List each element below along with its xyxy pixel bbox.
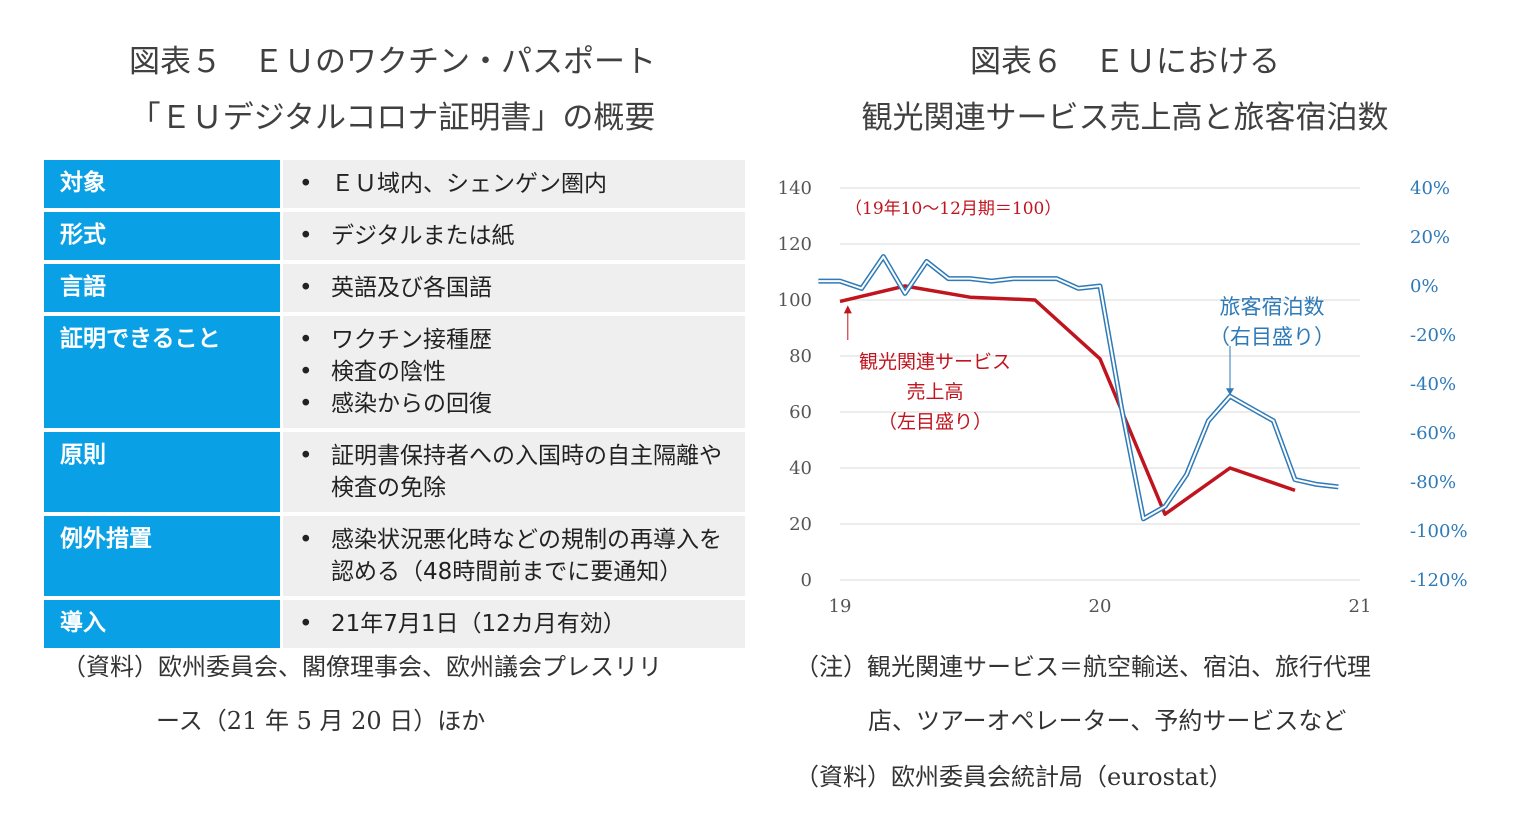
summary-row: 例外措置 • 感染状況悪化時などの規制の再導入を認める（48時間前までに要通知） — [44, 516, 745, 596]
y-left-tick-label: 20 — [789, 514, 812, 535]
right-note-line1: （注）観光関連サービス＝航空輸送、宿泊、旅行代理 — [795, 653, 1371, 681]
right-source-note: （資料）欧州委員会統計局（eurostat） — [795, 763, 1233, 791]
bullet-icon: • — [299, 611, 313, 637]
summary-bullet-item: • 感染からの回復 — [299, 388, 735, 420]
summary-row-content: • 証明書保持者への入国時の自主隔離や検査の免除 — [280, 432, 745, 512]
summary-row-content: • 21年7月1日（12カ月有効） — [280, 600, 745, 648]
bullet-icon: • — [299, 443, 313, 469]
summary-row: 証明できること • ワクチン接種歴 • 検査の陰性 • 感染からの回復 — [44, 316, 745, 428]
right-title-line2: 観光関連サービス売上高と旅客宿泊数 — [861, 100, 1389, 136]
summary-bullet-item: • 検査の陰性 — [299, 356, 735, 388]
left-source-note-line2: ース（21 年 5 月 20 日）ほか — [156, 707, 486, 735]
summary-row-label: 対象 — [44, 160, 280, 208]
y-right-tick-label: 40% — [1410, 178, 1450, 199]
series-line-lodging-inner — [818, 255, 1339, 520]
bullet-icon: • — [299, 171, 313, 197]
bullet-icon: • — [299, 223, 313, 249]
summary-bullet-text: デジタルまたは紙 — [331, 223, 515, 249]
bullet-icon: • — [299, 359, 313, 385]
summary-row-label: 例外措置 — [44, 516, 280, 596]
summary-table: 対象 • ＥＵ域内、シェンゲン圏内形式 • デジタルまたは紙言語 • 英語及び各国語証明でき… — [44, 156, 745, 652]
summary-row-content: • 英語及び各国語 — [280, 264, 745, 312]
summary-row-label: 導入 — [44, 600, 280, 648]
sales-series-label: 観光関連サービス — [859, 351, 1011, 373]
summary-bullet-item: • 感染状況悪化時などの規制の再導入を認める（48時間前までに要通知） — [299, 524, 735, 588]
bullet-icon: • — [299, 275, 313, 301]
y-left-tick-label: 0 — [801, 570, 812, 591]
y-right-tick-label: -20% — [1410, 325, 1456, 346]
left-figure-title: 図表５ ＥＵのワクチン・パスポート 「ＥＵデジタルコロナ証明書」の概要 — [40, 34, 745, 146]
summary-row: 形式 • デジタルまたは紙 — [44, 212, 745, 260]
summary-bullet-text: ワクチン接種歴 — [331, 327, 492, 353]
base-period-note: （19年10～12月期＝100） — [845, 199, 1061, 219]
summary-row-label: 証明できること — [44, 316, 280, 428]
summary-row-content: • ＥＵ域内、シェンゲン圏内 — [280, 160, 745, 208]
summary-bullet-text: 証明書保持者への入国時の自主隔離や検査の免除 — [331, 443, 722, 501]
summary-row-label: 言語 — [44, 264, 280, 312]
summary-row: 導入 • 21年7月1日（12カ月有効） — [44, 600, 745, 648]
lodging-series-label: 旅客宿泊数 — [1220, 295, 1325, 319]
summary-row-label: 形式 — [44, 212, 280, 260]
summary-bullet-item: • ＥＵ域内、シェンゲン圏内 — [299, 168, 735, 200]
y-right-tick-label: -100% — [1410, 521, 1468, 542]
x-tick-label: 21 — [1349, 596, 1372, 617]
summary-bullet-text: ＥＵ域内、シェンゲン圏内 — [331, 171, 607, 197]
left-source-note-line1: （資料）欧州委員会、閣僚理事会、欧州議会プレスリリ — [62, 653, 662, 681]
summary-bullet-item: • 証明書保持者への入国時の自主隔離や検査の免除 — [299, 440, 735, 504]
y-left-tick-label: 60 — [789, 402, 812, 423]
y-right-tick-label: -80% — [1410, 472, 1456, 493]
summary-bullet-item: • 英語及び各国語 — [299, 272, 735, 304]
lodging-series-label: （右目盛り） — [1209, 325, 1335, 349]
right-note-line2: 店、ツアーオペレーター、予約サービスなど — [868, 707, 1347, 735]
summary-row-content: • ワクチン接種歴 • 検査の陰性 • 感染からの回復 — [280, 316, 745, 428]
series-line-sales — [839, 284, 1296, 516]
summary-row-content: • デジタルまたは紙 — [280, 212, 745, 260]
summary-row: 言語 • 英語及び各国語 — [44, 264, 745, 312]
summary-row: 原則 • 証明書保持者への入国時の自主隔離や検査の免除 — [44, 432, 745, 512]
summary-row: 対象 • ＥＵ域内、シェンゲン圏内 — [44, 160, 745, 208]
summary-bullet-item: • ワクチン接種歴 — [299, 324, 735, 356]
left-title-line2: 「ＥＵデジタルコロナ証明書」の概要 — [129, 100, 656, 136]
sales-series-label: （左目盛り） — [878, 411, 992, 433]
summary-row-content: • 感染状況悪化時などの規制の再導入を認める（48時間前までに要通知） — [280, 516, 745, 596]
y-left-tick-label: 80 — [789, 346, 812, 367]
summary-bullet-item: • デジタルまたは紙 — [299, 220, 735, 252]
summary-bullet-text: 21年7月1日（12カ月有効） — [331, 611, 626, 637]
lodging-arrow-head-icon — [1226, 388, 1234, 396]
summary-bullet-item: • 21年7月1日（12カ月有効） — [299, 608, 735, 640]
y-right-tick-label: 20% — [1410, 227, 1450, 248]
summary-bullet-text: 英語及び各国語 — [331, 275, 492, 301]
left-title-line1: 図表５ ＥＵのワクチン・パスポート — [129, 44, 656, 80]
bullet-icon: • — [299, 391, 313, 417]
y-left-tick-label: 40 — [789, 458, 812, 479]
sales-arrow-head-icon — [843, 305, 852, 314]
summary-bullet-text: 感染からの回復 — [331, 391, 492, 417]
summary-bullet-text: 検査の陰性 — [331, 359, 446, 385]
y-left-tick-label: 120 — [778, 234, 812, 255]
y-right-tick-label: 0% — [1410, 276, 1439, 297]
sales-series-label: 売上高 — [906, 381, 963, 403]
y-right-tick-label: -40% — [1410, 374, 1456, 395]
bullet-icon: • — [299, 527, 313, 553]
summary-row-label: 原則 — [44, 432, 280, 512]
summary-bullet-text: 感染状況悪化時などの規制の再導入を認める（48時間前までに要通知） — [331, 527, 722, 585]
x-tick-label: 20 — [1089, 596, 1112, 617]
right-figure-title: 図表６ ＥＵにおける 観光関連サービス売上高と旅客宿泊数 — [780, 34, 1470, 146]
right-title-line1: 図表６ ＥＵにおける — [970, 44, 1280, 80]
tourism-line-chart: 0 20 40 60 80 100 120 140 40% 20% 0% -20% -40% -60% -… — [778, 178, 1468, 617]
y-right-tick-label: -120% — [1410, 570, 1468, 591]
y-left-tick-label: 100 — [778, 290, 812, 311]
x-tick-label: 19 — [829, 596, 852, 617]
y-right-tick-label: -60% — [1410, 423, 1456, 444]
bullet-icon: • — [299, 327, 313, 353]
y-left-tick-label: 140 — [778, 178, 812, 199]
